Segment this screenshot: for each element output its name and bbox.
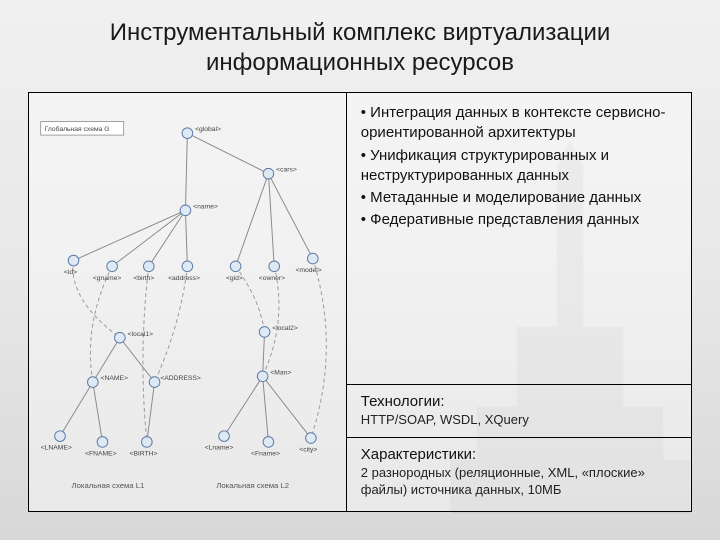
svg-text:Локальная схема L2: Локальная схема L2 [216, 481, 289, 490]
slide-title: Инструментальный комплекс виртуализации … [28, 18, 692, 78]
bullet-item: • Унификация структурированных и неструк… [361, 146, 677, 187]
svg-text:Локальная схема L1: Локальная схема L1 [72, 481, 145, 490]
svg-text:<ADDRESS>: <ADDRESS> [160, 375, 201, 382]
text-column: • Интеграция данных в контексте сервисно… [347, 93, 691, 511]
svg-text:<BIRTH>: <BIRTH> [129, 450, 157, 457]
diagram-cell: Глобальная схема G <global> <cars> <name> <i… [29, 93, 347, 511]
svg-text:<local2>: <local2> [272, 325, 298, 332]
svg-text:<gid>: <gid> [226, 275, 243, 282]
characteristics-body: 2 разнородных (реляционные, XML, «плоски… [361, 465, 677, 499]
svg-text:<id>: <id> [64, 269, 77, 276]
bullets-cell: • Интеграция данных в контексте сервисно… [347, 93, 691, 385]
svg-text:<global>: <global> [195, 126, 221, 133]
svg-text:<local1>: <local1> [128, 331, 154, 338]
svg-text:<Man>: <Man> [270, 369, 291, 376]
bullet-item: • Федеративные представления данных [361, 210, 677, 230]
svg-text:<NAME>: <NAME> [101, 375, 128, 382]
slide-container: Инструментальный комплекс виртуализации … [0, 0, 720, 540]
bullet-item: • Интеграция данных в контексте сервисно… [361, 103, 677, 144]
svg-text:<model>: <model> [295, 267, 321, 274]
svg-text:<cars>: <cars> [276, 167, 297, 174]
technologies-body: HTTP/SOAP, WSDL, XQuery [361, 412, 677, 429]
svg-text:<birth>: <birth> [133, 275, 154, 282]
technologies-heading: Технологии: [361, 393, 677, 410]
content-table: Глобальная схема G <global> <cars> <name> <i… [28, 92, 692, 512]
svg-text:<name>: <name> [193, 203, 218, 210]
tree-diagram: Глобальная схема G <global> <cars> <name> <i… [33, 97, 342, 507]
svg-text:Глобальная схема G: Глобальная схема G [45, 125, 110, 133]
svg-text:<FNAME>: <FNAME> [85, 450, 117, 457]
svg-text:<Lname>: <Lname> [205, 445, 234, 452]
svg-text:<Fname>: <Fname> [251, 450, 280, 457]
svg-text:<address>: <address> [168, 275, 200, 282]
svg-text:<owner>: <owner> [259, 275, 285, 282]
technologies-cell: Технологии: HTTP/SOAP, WSDL, XQuery [347, 385, 691, 438]
characteristics-heading: Характеристики: [361, 446, 677, 463]
characteristics-cell: Характеристики: 2 разнородных (реляционн… [347, 438, 691, 511]
svg-text:<LNAME>: <LNAME> [41, 445, 72, 452]
svg-text:<city>: <city> [299, 447, 317, 454]
svg-text:<gname>: <gname> [93, 275, 122, 282]
bullet-item: • Метаданные и моделирование данных [361, 188, 677, 208]
